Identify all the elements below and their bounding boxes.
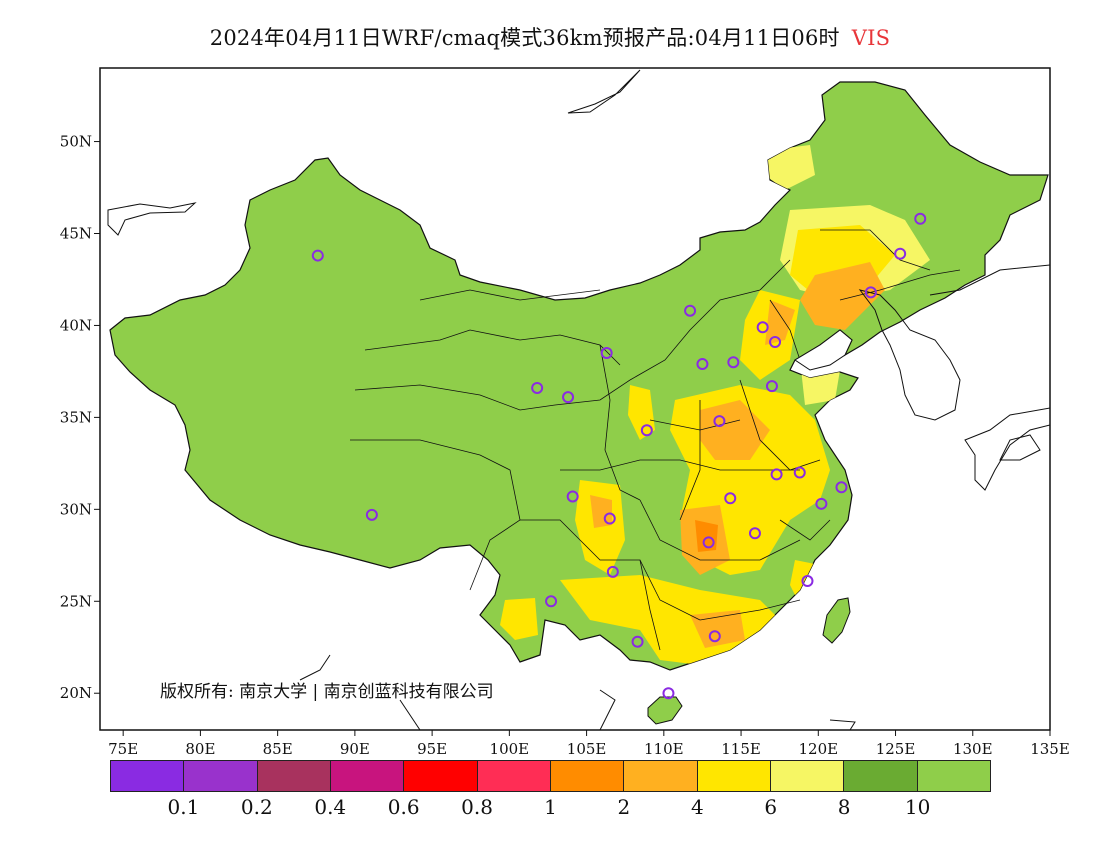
legend-label: 0.2	[240, 795, 273, 819]
legend-label: 8	[837, 795, 851, 819]
lat-tick-label: 40N	[60, 316, 92, 334]
lon-tick-label: 120E	[798, 740, 838, 758]
legend-swatch	[843, 760, 917, 792]
station-marker	[545, 595, 558, 608]
station-marker	[696, 358, 709, 371]
station-marker	[835, 481, 848, 494]
legend-label: 4	[690, 795, 704, 819]
legend-swatch	[623, 760, 697, 792]
hainan-landmass	[647, 696, 683, 725]
legend-label: 0.6	[387, 795, 420, 819]
legend-swatch	[549, 760, 624, 792]
province-boundaries	[350, 229, 961, 651]
station-marker	[765, 380, 778, 393]
lat-tick-label: 45N	[60, 225, 92, 243]
title-variable: VIS	[851, 26, 891, 50]
station-marker	[603, 512, 616, 525]
longitude-axis: 75E 80E 85E 90E 95E 100E 105E 110E 115E 120E 125E 1…	[108, 730, 1070, 758]
station-marker	[815, 497, 828, 510]
latitude-axis: 20N 25N 30N 35N 40N 45N 50N	[60, 133, 100, 702]
station-marker	[727, 356, 740, 369]
legend-label: 2	[617, 795, 631, 819]
legend-label: 0.4	[314, 795, 347, 819]
station-marker	[684, 304, 697, 317]
legend-swatch	[769, 760, 844, 792]
lon-tick-label: 115E	[721, 740, 761, 758]
legend-label: 6	[764, 795, 778, 819]
station-marker	[702, 536, 715, 549]
legend-swatch	[476, 760, 550, 792]
legend-label: 1	[544, 795, 557, 819]
color-legend-bar	[110, 760, 991, 792]
lon-tick-label: 135E	[1030, 740, 1070, 758]
station-markers	[311, 212, 927, 700]
station-marker	[640, 424, 653, 437]
legend-label: 0.1	[167, 795, 200, 819]
station-marker	[748, 527, 761, 540]
lat-tick-label: 25N	[60, 592, 92, 610]
station-marker	[662, 687, 675, 700]
map-title: 2024年04月11日WRF/cmaq模式36km预报产品:04月11日06时 V…	[0, 22, 1100, 52]
station-marker	[914, 212, 927, 225]
lon-tick-label: 85E	[263, 740, 293, 758]
legend-swatch	[916, 760, 991, 792]
station-marker	[894, 247, 907, 260]
title-main: 2024年04月11日WRF/cmaq模式36km预报产品:04月11日06时	[209, 26, 840, 50]
legend-swatch	[329, 760, 404, 792]
station-marker	[793, 466, 806, 479]
legend-swatch	[110, 760, 184, 792]
lat-tick-label: 50N	[60, 133, 92, 151]
legend-swatch	[696, 760, 770, 792]
station-marker	[801, 575, 814, 588]
low-visibility-areas	[500, 145, 930, 665]
station-marker	[606, 565, 619, 578]
lon-tick-label: 130E	[953, 740, 993, 758]
station-marker	[562, 391, 575, 404]
station-marker	[631, 635, 644, 648]
station-marker	[770, 468, 783, 481]
lon-tick-label: 95E	[417, 740, 447, 758]
lon-tick-label: 125E	[876, 740, 916, 758]
lat-tick-label: 20N	[60, 684, 92, 702]
taiwan-landmass	[822, 597, 851, 644]
color-legend-labels: 0.1 0.2 0.4 0.6 0.8 1 2 4 6 8 10	[110, 795, 991, 821]
lon-tick-label: 90E	[340, 740, 370, 758]
bohai-sea	[794, 329, 853, 371]
lon-tick-label: 105E	[567, 740, 607, 758]
station-marker	[566, 490, 579, 503]
map-frame	[99, 67, 1051, 731]
copyright-text: 版权所有: 南京大学 | 南京创蓝科技有限公司	[160, 682, 494, 702]
station-marker	[713, 415, 726, 428]
lat-tick-label: 30N	[60, 500, 92, 518]
lon-tick-label: 80E	[185, 740, 215, 758]
legend-swatch	[403, 760, 477, 792]
station-marker	[600, 347, 613, 360]
legend-label: 10	[904, 795, 931, 819]
station-marker	[311, 249, 324, 262]
station-marker	[724, 492, 737, 505]
legend-swatch	[256, 760, 330, 792]
legend-label: 0.8	[461, 795, 493, 819]
lat-tick-label: 35N	[60, 408, 92, 426]
legend-swatch	[183, 760, 257, 792]
station-marker	[769, 335, 782, 348]
lon-tick-label: 75E	[108, 740, 138, 758]
lon-tick-label: 100E	[490, 740, 530, 758]
station-marker	[531, 381, 544, 394]
neighbouring-coastlines	[107, 69, 1050, 730]
station-marker	[708, 630, 721, 643]
station-marker	[365, 508, 378, 521]
lon-tick-label: 110E	[644, 740, 684, 758]
station-marker	[756, 321, 769, 334]
station-marker	[864, 286, 877, 299]
